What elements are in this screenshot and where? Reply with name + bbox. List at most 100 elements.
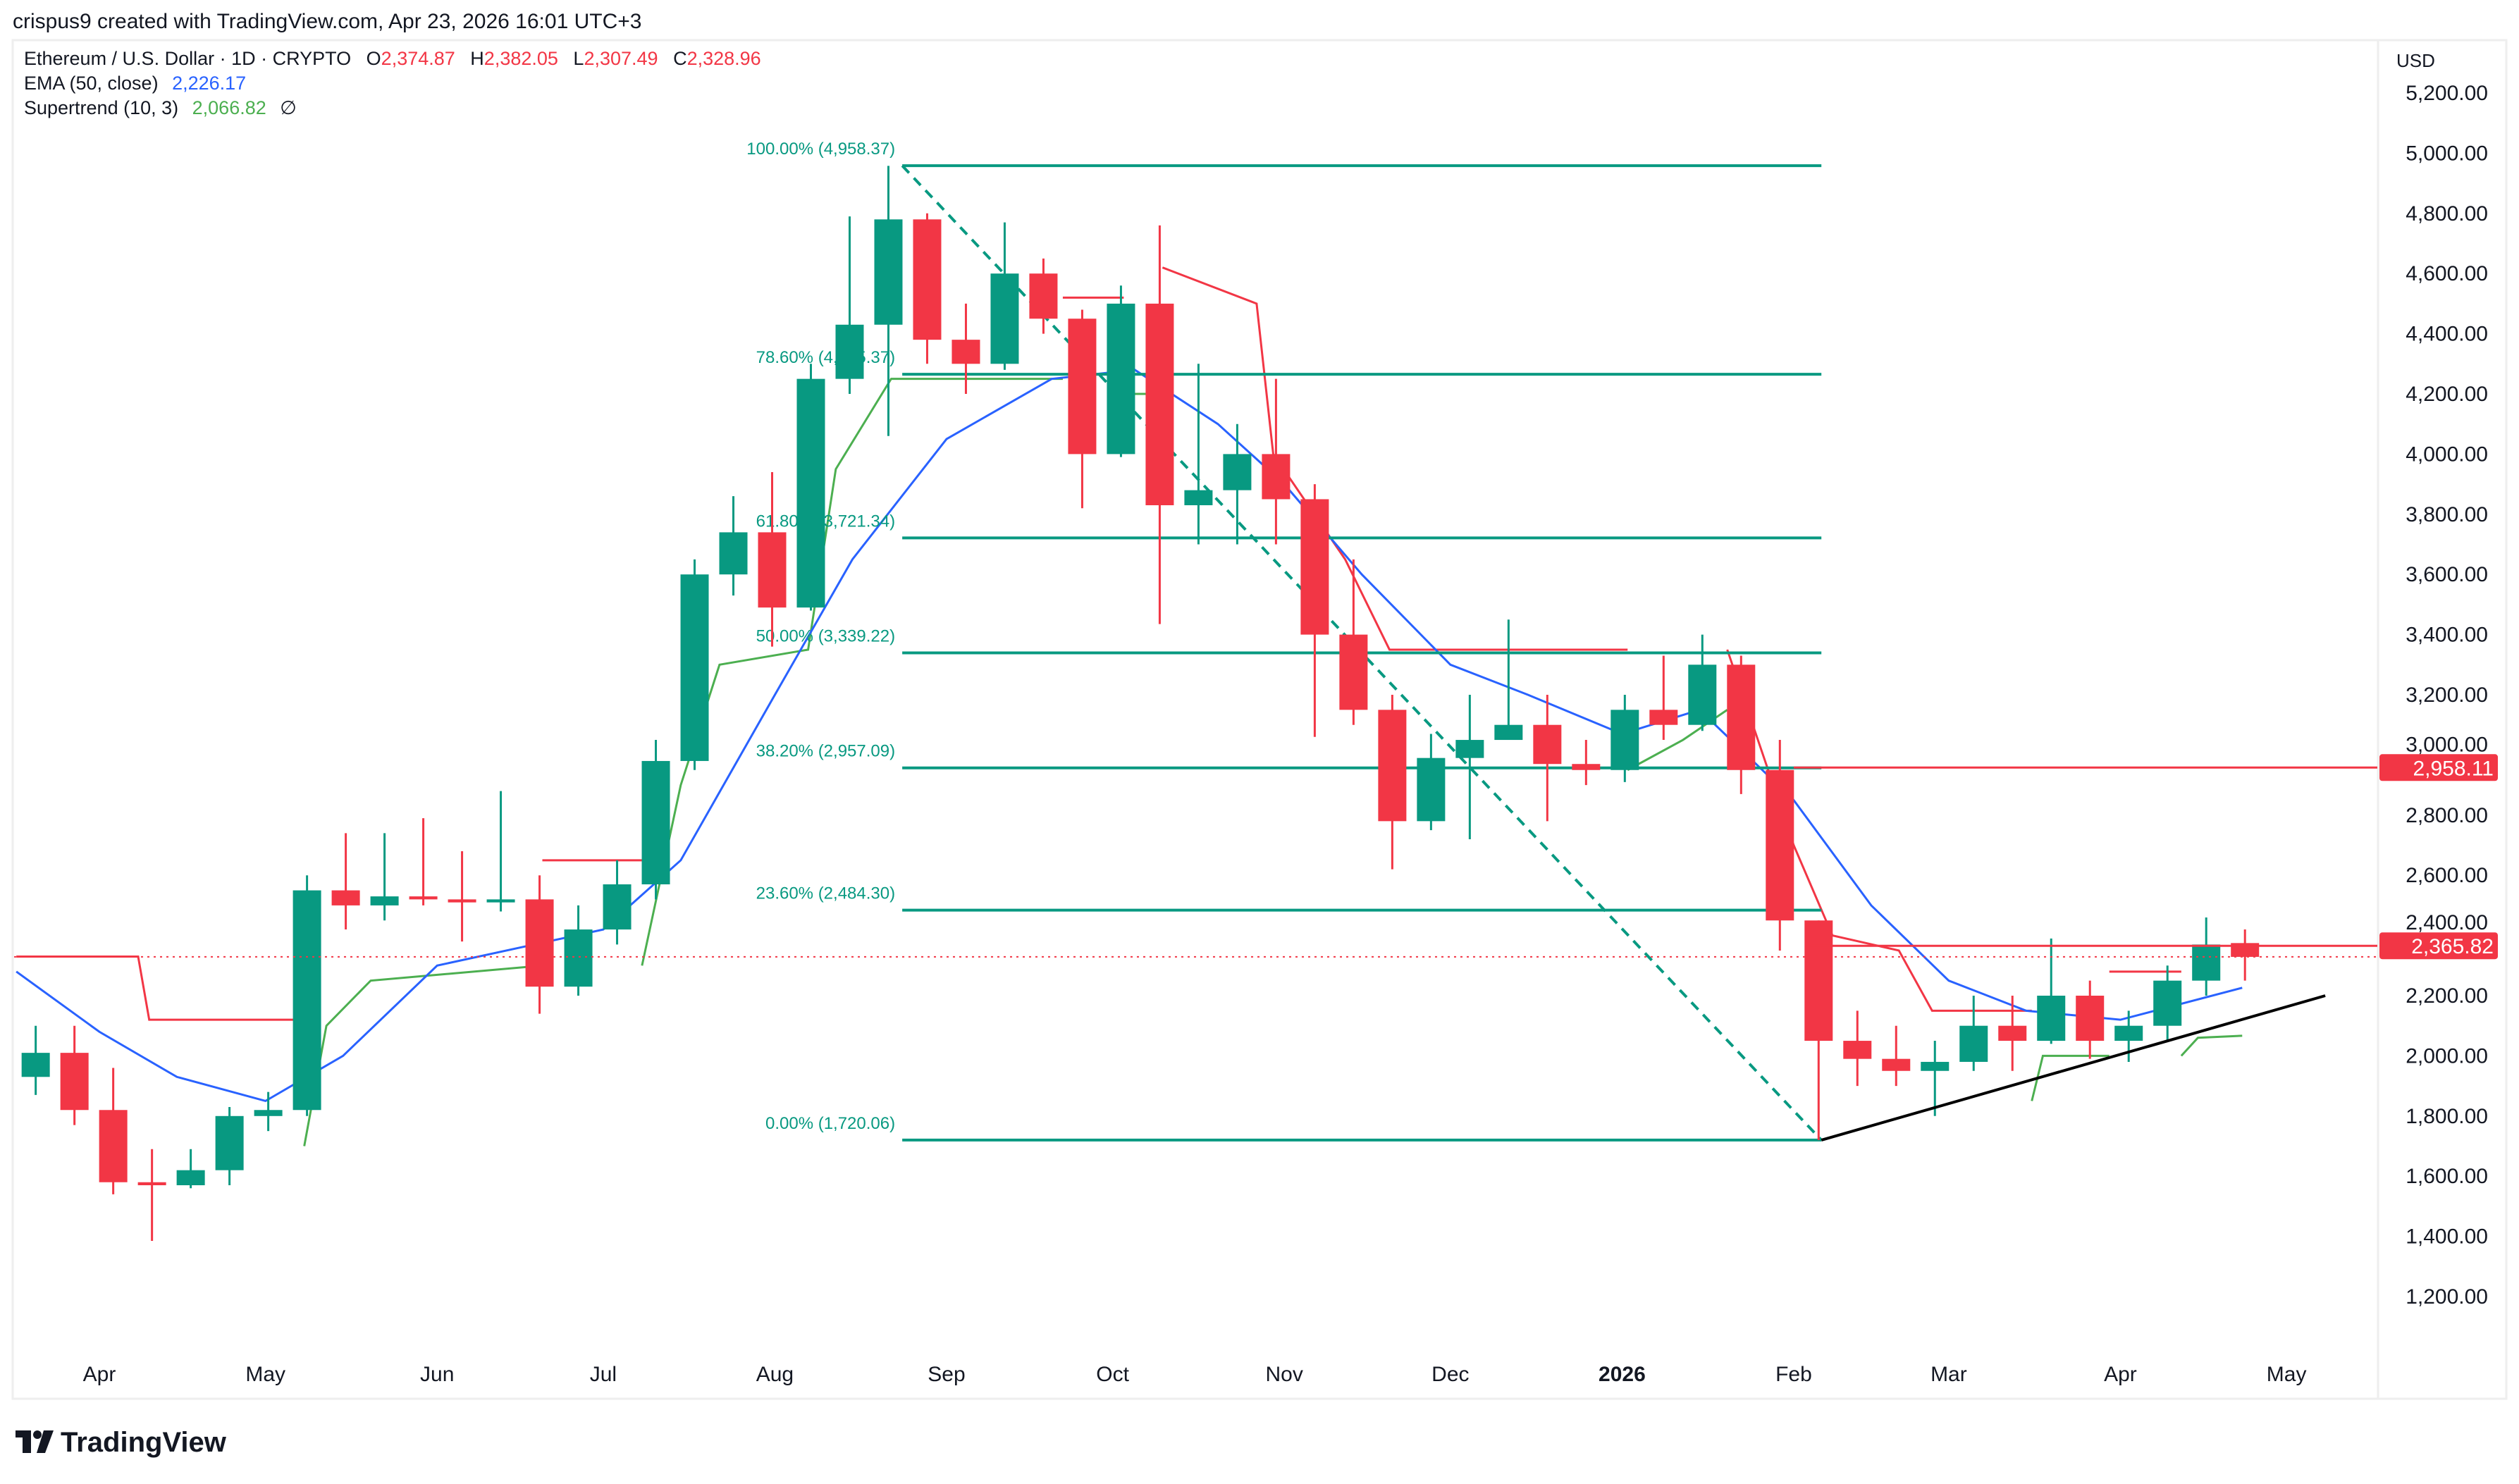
price-tick-label: 4,800.00 [2406,202,2488,225]
candle-body [1417,758,1446,822]
fib-level-label: 61.80% (3,721.34) [756,512,895,531]
candle-body [1843,1041,1872,1059]
candle [1610,695,1639,782]
price-badge-bg [2379,754,2498,781]
price-badge-label: 2,958.11 [2413,757,2494,780]
hidden-icon: ∅ [280,97,297,118]
candle-body [1727,664,1756,770]
candle-body [1998,1025,2027,1041]
candle [2037,938,2066,1044]
candle-body [951,340,980,364]
open-value: 2,374.87 [381,48,455,69]
candle-body [913,219,942,340]
candle-body [2114,1025,2143,1041]
ascending-trendline [1821,994,2326,1142]
candle [1804,920,1833,1140]
price-tick-label: 4,200.00 [2406,383,2488,406]
price-tick-label: 5,000.00 [2406,142,2488,165]
price-badge-label: 2,365.82 [2411,935,2494,958]
candle [137,1149,166,1242]
price-tick-label: 4,600.00 [2406,262,2488,285]
candle-body [176,1170,205,1186]
candle [409,818,438,905]
candle [370,833,399,921]
fib-level-label: 50.00% (3,339.22) [756,627,895,646]
candle-body [60,1053,89,1111]
time-tick-label: Nov [1266,1363,1303,1386]
time-tick-label: 2026 [1599,1363,1646,1386]
price-tick-label: 1,400.00 [2406,1225,2488,1249]
attribution-text: crispus9 created with TradingView.com, A… [13,10,641,33]
candle-body [1921,1061,1950,1071]
candle [2192,917,2221,996]
candle [1572,740,1601,786]
price-badge-bg [2379,932,2498,960]
candle [525,875,554,1014]
supertrend-value: 2,066.82 [192,97,266,118]
time-tick-label: Dec [1431,1363,1469,1386]
candle [835,216,864,394]
candle-body [1572,764,1601,770]
svg-text:EMA (50, close) 2,226.17: EMA (50, close) 2,226.17 [24,73,246,94]
legend: Ethereum / U.S. Dollar · 1D · CRYPTO O2,… [24,48,761,118]
candle [990,222,1019,370]
price-axis-unit: USD [2396,50,2435,71]
candle [1068,309,1097,509]
fib-level-label: 38.20% (2,957.09) [756,742,895,761]
candle [21,1025,50,1095]
candle-body [2192,944,2221,981]
candle [641,740,670,900]
price-tick-label: 4,400.00 [2406,323,2488,346]
candle [1882,1025,1911,1087]
candle [292,875,321,1116]
candle [1766,740,1794,951]
candle-body [603,884,632,930]
candle [1959,996,1988,1071]
candle [796,364,825,611]
low-value: 2,307.49 [584,48,658,69]
time-axis[interactable]: Apr May Jun Jul Aug Sep Oct Nov Dec 2026 Feb Mar Apr… [83,1363,2307,1386]
fib-level-label: 78.60% (4,265.37) [756,348,895,367]
candle-body [1068,319,1097,455]
tradingview-logo-icon [16,1430,54,1453]
time-tick-label: May [245,1363,285,1386]
price-tick-label: 1,800.00 [2406,1105,2488,1128]
candle-body [525,899,554,987]
candle-body [2153,980,2182,1026]
candle [1262,378,1291,545]
plot-area[interactable]: 100.00% (4,958.37) 78.60% (4,265.37) 61.80… [14,140,2378,1242]
candle-body [21,1053,50,1077]
candle [564,905,593,996]
price-tick-label: 2,200.00 [2406,984,2488,1008]
price-tick-label: 3,800.00 [2406,503,2488,526]
candle-body [1766,769,1794,921]
candle [1339,559,1368,725]
price-badge: 2,958.11 [2379,754,2498,781]
candle-body [1145,303,1174,505]
supertrend-up-segment [2031,1054,2110,1101]
candle [1145,225,1174,624]
supertrend-up-segment [2180,1034,2243,1057]
candle [1688,634,1717,731]
candle [951,303,980,394]
fib-level-label: 0.00% (1,720.06) [765,1114,895,1133]
candle-body [2037,996,2066,1041]
candle-body [215,1115,244,1170]
high-value: 2,382.05 [484,48,558,69]
price-tick-label: 2,800.00 [2406,804,2488,827]
price-axis[interactable]: 5,200.00 5,000.00 4,800.00 4,600.00 4,400.00… [2379,82,2498,1309]
tradingview-logo[interactable]: TradingView [16,1427,227,1458]
candle-body [1339,634,1368,710]
candle [874,166,903,436]
candle [1378,695,1407,870]
price-tick-label: 2,000.00 [2406,1044,2488,1068]
candle [1107,285,1135,457]
candle [331,833,360,930]
candle-body [641,760,670,885]
price-tick-label: 1,600.00 [2406,1165,2488,1188]
candle [1649,655,1678,741]
chart-frame [11,39,2508,1400]
candle-body [1455,740,1484,758]
candle [1455,695,1484,839]
